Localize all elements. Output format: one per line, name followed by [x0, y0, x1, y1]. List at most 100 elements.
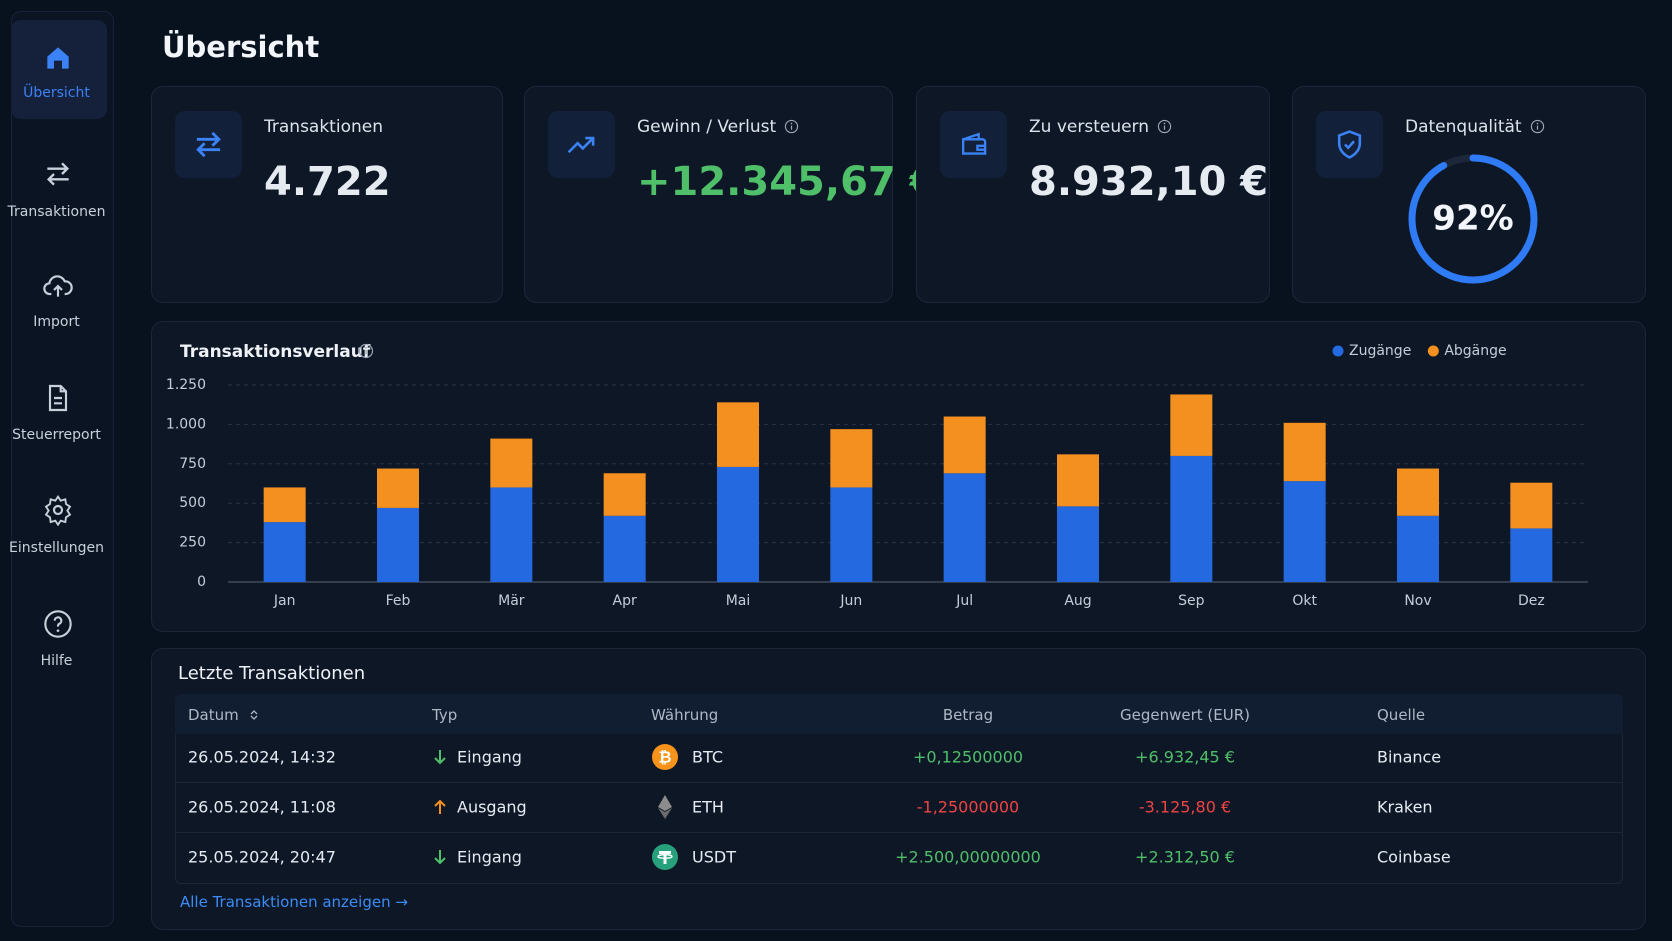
card-label: Gewinn / Verlust [637, 117, 799, 137]
nav-item[interactable]: Einstellungen [9, 540, 104, 556]
nav-item[interactable]: Import [33, 314, 80, 330]
column-header: Gegenwert (EUR) [1119, 706, 1250, 724]
type-icon [432, 798, 448, 820]
x-tick-label: Jul [955, 593, 973, 609]
label-text: Gewinn / Verlust [637, 117, 777, 137]
label-text: Datenqualität [1405, 117, 1522, 137]
bar [1397, 515, 1439, 582]
bar [603, 473, 646, 516]
label-text: Transaktionen [264, 117, 383, 137]
all-transactions-link[interactable]: Alle Transaktionen anzeigen → [180, 893, 408, 911]
icon [47, 47, 69, 69]
card-icon [940, 111, 1007, 178]
bar [1170, 394, 1213, 456]
bar [263, 522, 306, 582]
x-tick-label: Feb [386, 593, 411, 609]
shield-icon [1337, 130, 1362, 159]
bar [1170, 455, 1213, 582]
bar [490, 487, 533, 582]
nav-icon [42, 494, 74, 527]
sidebar [11, 11, 114, 927]
nav-active-bg [11, 20, 107, 119]
row-divider [175, 782, 1623, 783]
legend-marker [1427, 345, 1439, 357]
x-tick-label: Jun [839, 593, 862, 609]
bar [1397, 468, 1439, 516]
x-tick-label: Apr [613, 593, 637, 609]
info-icon [1530, 119, 1544, 134]
table-header [175, 694, 1623, 734]
table-cell: Eingang [457, 747, 522, 767]
table-cell: 26.05.2024, 11:08 [188, 797, 336, 817]
quality-gauge: 92% [1408, 154, 1538, 284]
table-title: Letzte Transaktionen [178, 663, 366, 684]
arrow [434, 799, 446, 814]
type-icon [432, 748, 448, 770]
legend-marker [1332, 345, 1344, 357]
chart-panel: Transaktionsverlauf 0 250 500 750 1.000 1.250… [151, 321, 1646, 632]
nav-icon [42, 42, 74, 74]
coin [652, 844, 678, 870]
table-cell: +6.932,45 € [1135, 747, 1235, 767]
stat-card: Zu versteuern 8.932,10 € [916, 86, 1270, 303]
table-cell: +2.312,50 € [1135, 847, 1235, 867]
nav-item[interactable]: Steuerreport [12, 427, 101, 443]
type-icon [432, 848, 448, 870]
info-icon [784, 119, 799, 134]
bar [1510, 528, 1553, 582]
x-tick-label: Dez [1518, 593, 1545, 609]
bar [377, 468, 419, 508]
nav-item[interactable]: Transaktionen [7, 204, 106, 220]
x-tick-label: Mai [726, 593, 751, 609]
icon [962, 132, 987, 155]
card-value: 4.722 [264, 159, 391, 205]
bar [943, 416, 986, 474]
gauge-arc [1408, 154, 1538, 284]
coin-icon: ₿ [651, 743, 679, 775]
sort-icon[interactable] [249, 709, 259, 721]
info-icon [1157, 119, 1172, 134]
table-cell: Eingang [457, 847, 522, 867]
icon [43, 275, 73, 297]
column-header[interactable]: Datum [188, 706, 259, 724]
icon [48, 384, 68, 412]
coin: ₿ [652, 744, 678, 770]
bar [1057, 454, 1099, 507]
x-tick-label: Nov [1404, 593, 1431, 609]
card-icon [175, 111, 242, 178]
stat-card: Transaktionen 4.722 [151, 86, 503, 303]
nav-item[interactable]: Übersicht [23, 85, 90, 101]
nav-item[interactable]: Hilfe [40, 653, 73, 669]
table-panel: Letzte Transaktionen Alle Transaktionen … [151, 648, 1646, 930]
x-tick-label: Mär [498, 593, 525, 609]
y-tick-label: 500 [179, 495, 206, 511]
column-header: Quelle [1377, 706, 1426, 724]
table-body [175, 734, 1623, 884]
column-header: Währung [651, 706, 719, 724]
bar [717, 402, 759, 467]
table-cell: Binance [1377, 747, 1442, 767]
legend-label: Abgänge [1444, 343, 1506, 359]
legend-label: Zugänge [1349, 343, 1411, 359]
card-icon [548, 111, 615, 178]
nav-icon [42, 608, 74, 640]
bar [377, 507, 419, 582]
chart: Transaktionsverlauf 0 250 500 750 1.000 1.250… [166, 342, 1588, 609]
stat-card: Gewinn / Verlust +12.345,67 € [524, 86, 938, 303]
y-tick-label: 1.000 [166, 416, 206, 432]
y-tick-label: 0 [197, 574, 206, 590]
chart-title: Transaktionsverlauf [180, 342, 371, 362]
y-tick-label: 250 [179, 535, 206, 551]
label-text: Zu versteuern [1029, 117, 1150, 137]
card-value: 8.932,10 € [1029, 159, 1269, 205]
table-cell: BTC [692, 747, 723, 767]
bar [830, 487, 873, 582]
column-header: Typ [432, 706, 458, 724]
row-divider [175, 832, 1623, 833]
bar [603, 515, 646, 582]
card-icon [1316, 111, 1383, 178]
bar [1057, 506, 1099, 582]
coin-icon [651, 793, 679, 825]
